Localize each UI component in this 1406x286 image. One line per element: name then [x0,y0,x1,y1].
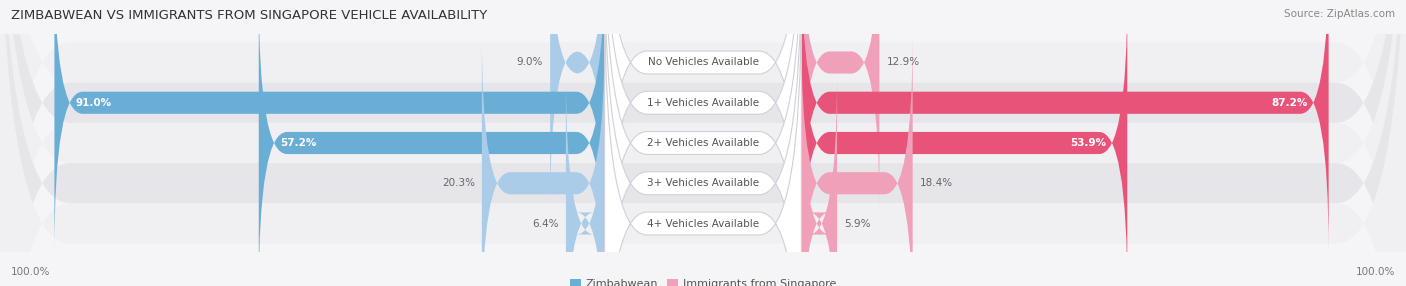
FancyBboxPatch shape [259,0,605,286]
Text: 18.4%: 18.4% [920,178,953,188]
Text: 2+ Vehicles Available: 2+ Vehicles Available [647,138,759,148]
Text: 91.0%: 91.0% [76,98,111,108]
Text: 5.9%: 5.9% [844,219,870,229]
Text: 12.9%: 12.9% [886,57,920,67]
FancyBboxPatch shape [801,0,879,212]
Text: 6.4%: 6.4% [533,219,558,229]
FancyBboxPatch shape [605,0,801,286]
Text: 57.2%: 57.2% [280,138,316,148]
FancyBboxPatch shape [801,0,1128,286]
FancyBboxPatch shape [482,33,605,286]
Text: 4+ Vehicles Available: 4+ Vehicles Available [647,219,759,229]
Text: No Vehicles Available: No Vehicles Available [648,57,758,67]
Legend: Zimbabwean, Immigrants from Singapore: Zimbabwean, Immigrants from Singapore [565,275,841,286]
FancyBboxPatch shape [605,0,801,286]
FancyBboxPatch shape [801,74,837,286]
Text: 100.0%: 100.0% [1355,267,1395,277]
Text: Source: ZipAtlas.com: Source: ZipAtlas.com [1284,9,1395,19]
Text: 100.0%: 100.0% [11,267,51,277]
Text: 53.9%: 53.9% [1070,138,1107,148]
Text: ZIMBABWEAN VS IMMIGRANTS FROM SINGAPORE VEHICLE AVAILABILITY: ZIMBABWEAN VS IMMIGRANTS FROM SINGAPORE … [11,9,488,21]
FancyBboxPatch shape [55,0,605,253]
FancyBboxPatch shape [605,0,801,286]
Text: 9.0%: 9.0% [517,57,543,67]
Text: 20.3%: 20.3% [441,178,475,188]
FancyBboxPatch shape [565,74,605,286]
FancyBboxPatch shape [801,0,1329,253]
FancyBboxPatch shape [801,33,912,286]
FancyBboxPatch shape [550,0,605,212]
Text: 87.2%: 87.2% [1271,98,1308,108]
Text: 3+ Vehicles Available: 3+ Vehicles Available [647,178,759,188]
Text: 1+ Vehicles Available: 1+ Vehicles Available [647,98,759,108]
FancyBboxPatch shape [605,0,801,286]
FancyBboxPatch shape [605,0,801,286]
